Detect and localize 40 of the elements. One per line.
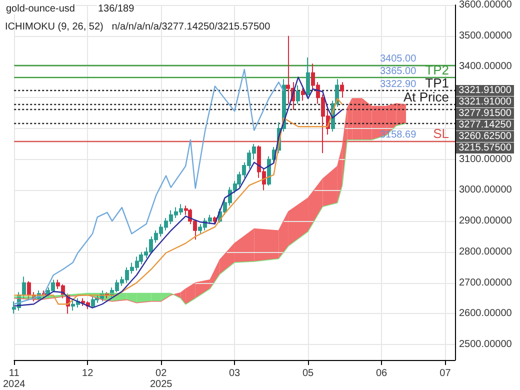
text: 3277.91500 <box>458 108 512 119</box>
text: 3215.57500 <box>458 142 512 154</box>
y-tick-label: 2700.00000 <box>459 277 512 288</box>
text: 3321.91000 <box>458 96 512 108</box>
x-tick-label: 03 <box>229 368 241 379</box>
ref-line-label: At Price <box>403 89 449 104</box>
x-tick-label: 06 <box>376 368 388 379</box>
text: 3321.91000 <box>458 85 512 96</box>
ref-line-label: TP1 <box>425 76 449 91</box>
candlestick <box>27 280 31 299</box>
y-tick-label: 2600.00000 <box>459 308 512 320</box>
y-tick-label: 2500.00000 <box>459 339 512 350</box>
chart-title: gold-ounce-usd <box>6 4 75 14</box>
x-tick-label: 12 <box>82 368 94 379</box>
annotation: ICHIMOKU (9, 26, 52) n/a/n/a/n/a/3277.14250/3215.57500 <box>5 22 271 32</box>
candlestick <box>91 296 95 308</box>
y-tick-label: 3600.00000 <box>459 0 512 10</box>
x-tick-label: 11 2024 <box>3 368 26 390</box>
y-tick-label: 3500.00000 <box>459 30 512 42</box>
candlestick <box>306 56 310 98</box>
line-series <box>14 68 284 305</box>
y-tick-label: 3400.00000 <box>459 61 512 72</box>
chart-subtitle: 136/189 <box>98 4 135 14</box>
candlestick <box>296 84 300 104</box>
x-tick-label: 02 2025 <box>150 368 173 390</box>
text: 3277.14250 <box>458 120 512 130</box>
annotation: 3405.00 <box>380 54 417 65</box>
y-tick-label: 2800.00000 <box>459 246 512 258</box>
candlestick <box>22 276 26 299</box>
y-tick-label: 2900.00000 <box>459 216 512 227</box>
annotation: 3322.90 <box>380 79 417 90</box>
x-tick-label: 07 <box>440 368 452 379</box>
y-tick-label: 3100.00000 <box>459 154 512 165</box>
ref-line-label: SL <box>433 126 449 142</box>
candlestick <box>340 82 344 98</box>
y-tick-label: 3000.00000 <box>459 184 512 196</box>
text: 3260.62500 <box>458 131 512 142</box>
annotation: 3365.00 <box>380 66 417 78</box>
candlestick <box>301 88 305 102</box>
x-tick-label: 05 <box>302 368 314 379</box>
